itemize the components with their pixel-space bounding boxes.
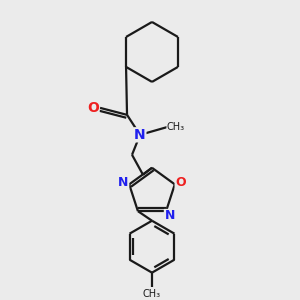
Text: N: N [134,128,146,142]
Text: N: N [164,209,175,223]
Text: N: N [118,176,129,189]
Text: O: O [87,101,99,115]
Text: CH₃: CH₃ [167,122,185,132]
Text: CH₃: CH₃ [143,289,161,298]
Text: O: O [175,176,186,189]
